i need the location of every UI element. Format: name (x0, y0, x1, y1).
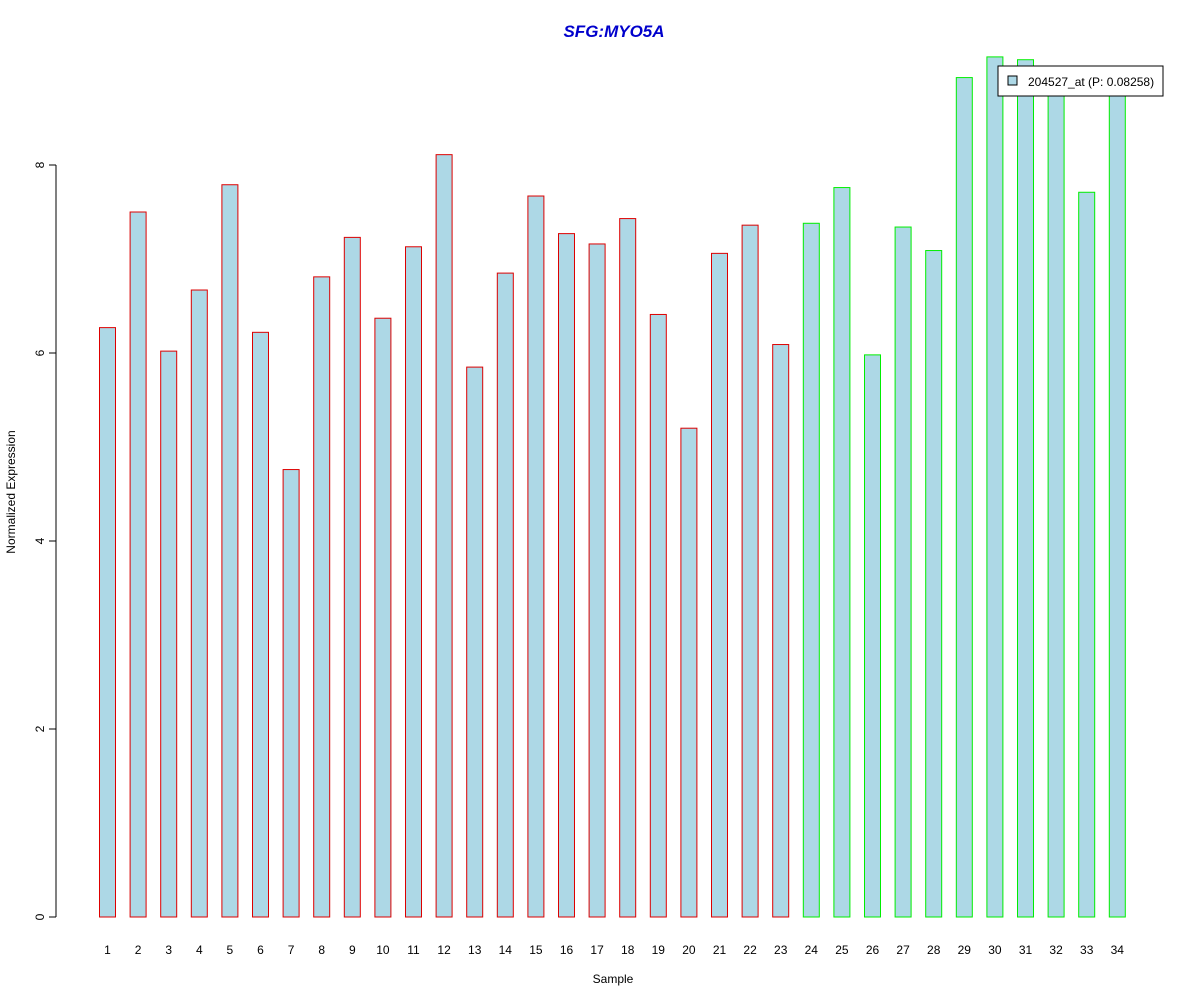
bar-sample-31 (1017, 59, 1034, 918)
bar-sample-24 (802, 222, 820, 918)
x-tick-label: 15 (529, 943, 543, 957)
bar-sample-1 (99, 327, 116, 918)
bar-sample-10 (374, 317, 392, 918)
x-tick-label: 13 (468, 943, 482, 957)
y-tick-label: 2 (33, 725, 47, 732)
x-tick-label: 23 (774, 943, 788, 957)
bar-sample-16 (558, 233, 575, 918)
x-tick-label: 17 (590, 943, 604, 957)
bar-sample-21 (711, 252, 728, 918)
x-tick-labels: 1 2 3 4 5 6 7 8 9 10 11 12 13 14 15 16 17 18 19 20 21 22 23 24 2… (104, 943, 1124, 957)
y-axis-title: Normalized Expression (4, 430, 18, 553)
bar-sample-26 (864, 354, 881, 918)
x-tick-label: 25 (835, 943, 849, 957)
bar-sample-22 (741, 224, 759, 918)
x-tick-label: 12 (437, 943, 451, 957)
x-tick-label: 21 (713, 943, 727, 957)
y-axis: 0 2 4 6 8 (33, 161, 57, 920)
x-tick-label: 2 (135, 943, 142, 957)
bar-sample-7 (282, 469, 300, 918)
x-tick-label: 19 (652, 943, 666, 957)
x-tick-label: 34 (1111, 943, 1125, 957)
x-tick-label: 31 (1019, 943, 1033, 957)
legend-swatch (1007, 75, 1018, 86)
bar-sample-20 (680, 427, 698, 918)
x-tick-label: 16 (560, 943, 574, 957)
bar-sample-17 (588, 243, 606, 918)
bar-sample-3 (160, 350, 178, 918)
y-tick-label: 8 (33, 161, 47, 168)
x-tick-label: 4 (196, 943, 203, 957)
bar-sample-27 (894, 226, 912, 918)
x-tick-label: 32 (1049, 943, 1063, 957)
bar-sample-6 (252, 331, 269, 918)
x-tick-label: 14 (499, 943, 513, 957)
bar-sample-25 (833, 187, 851, 918)
x-tick-label: 22 (743, 943, 757, 957)
y-tick-label: 4 (33, 537, 47, 544)
x-tick-label: 9 (349, 943, 356, 957)
bar-sample-14 (496, 272, 514, 918)
bar-sample-12 (435, 154, 453, 918)
chart-title: SFG:MYO5A (563, 22, 664, 41)
x-tick-label: 3 (165, 943, 172, 957)
x-axis-title: Sample (593, 972, 634, 986)
x-tick-label: 6 (257, 943, 264, 957)
bar-sample-19 (649, 313, 667, 918)
x-tick-label: 8 (318, 943, 325, 957)
bar-sample-28 (925, 250, 943, 918)
bar-sample-33 (1078, 191, 1096, 918)
bar-sample-9 (343, 236, 361, 918)
legend-label: 204527_at (P: 0.08258) (1028, 75, 1154, 89)
x-tick-label: 20 (682, 943, 696, 957)
bars (99, 56, 1126, 918)
x-tick-label: 11 (407, 943, 420, 957)
bar-sample-18 (619, 218, 637, 918)
legend-box (997, 65, 1164, 97)
y-tick-label: 0 (33, 913, 47, 920)
bar-sample-5 (221, 184, 239, 918)
bar-sample-29 (955, 77, 973, 918)
bar-sample-15 (527, 195, 545, 918)
x-tick-label: 18 (621, 943, 635, 957)
x-tick-label: 30 (988, 943, 1002, 957)
bar-sample-11 (405, 246, 422, 918)
x-tick-label: 27 (896, 943, 910, 957)
bar-sample-30 (986, 56, 1004, 918)
x-tick-label: 10 (376, 943, 390, 957)
x-tick-label: 7 (288, 943, 295, 957)
x-tick-label: 29 (958, 943, 972, 957)
x-tick-label: 1 (104, 943, 111, 957)
bar-sample-23 (772, 344, 790, 918)
bar-sample-4 (190, 289, 208, 918)
x-tick-label: 24 (805, 943, 819, 957)
legend: 204527_at (P: 0.08258) (997, 65, 1164, 97)
bar-sample-13 (466, 366, 484, 918)
x-tick-label: 28 (927, 943, 941, 957)
bar-sample-2 (129, 211, 147, 918)
bar-sample-32 (1047, 84, 1065, 918)
x-tick-label: 5 (227, 943, 234, 957)
x-tick-label: 26 (866, 943, 880, 957)
y-tick-label: 6 (33, 349, 47, 356)
x-tick-label: 33 (1080, 943, 1094, 957)
bar-sample-34 (1108, 83, 1126, 918)
bar-sample-8 (313, 276, 331, 918)
